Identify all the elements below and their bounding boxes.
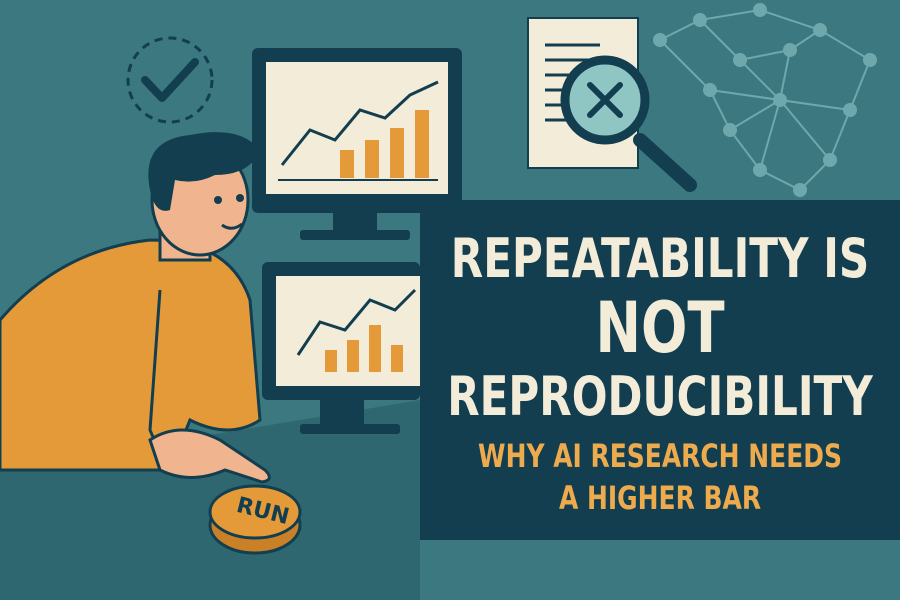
title-panel: REPEATABILITY IS NOT REPRODUCIBILITY WHY… xyxy=(420,200,900,540)
checkmark-icon xyxy=(126,36,214,124)
run-button-shape[interactable] xyxy=(208,484,302,555)
monitor-chart-icon xyxy=(252,48,462,240)
subtitle-line-1: WHY AI RESEARCH NEEDS xyxy=(478,437,842,475)
subtitle-line-2: A HIGHER BAR xyxy=(558,479,762,517)
headline-line-3: REPRODUCIBILITY xyxy=(447,365,873,428)
headline-line-2: NOT xyxy=(595,287,725,369)
network-graph-icon xyxy=(653,3,877,197)
desk xyxy=(0,400,420,600)
monitor-chart-icon xyxy=(262,262,420,434)
document-magnifier-x-icon xyxy=(527,17,697,192)
person-figure xyxy=(0,132,271,484)
headline-line-1: REPEATABILITY IS xyxy=(450,227,870,290)
